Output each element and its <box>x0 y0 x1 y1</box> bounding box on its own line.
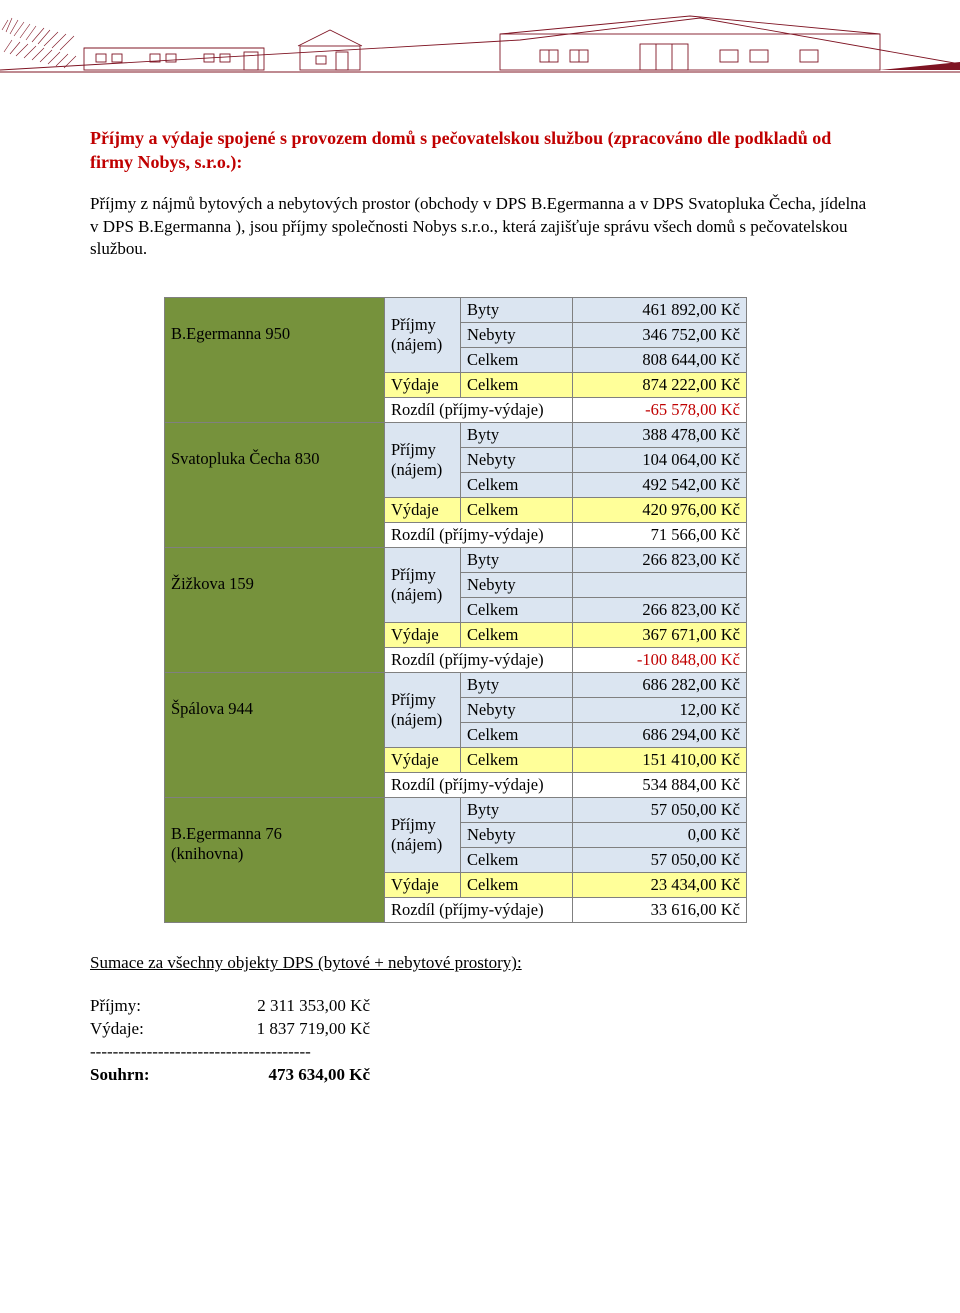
prijmy-label: Příjmy <box>391 565 436 584</box>
summary-separator: --------------------------------------- <box>90 1041 870 1064</box>
prijmy-celkem-value: 808 644,00 Kč <box>573 348 747 373</box>
location-cell: B.Egermanna 76(knihovna) <box>165 798 385 923</box>
location-cell: B.Egermanna 950 <box>165 298 385 423</box>
nebyty-label: Nebyty <box>461 323 573 348</box>
byty-value: 686 282,00 Kč <box>573 673 747 698</box>
rozdil-value: -65 578,00 Kč <box>573 398 747 423</box>
byty-value: 57 050,00 Kč <box>573 798 747 823</box>
byty-label: Byty <box>461 548 573 573</box>
byty-label: Byty <box>461 423 573 448</box>
byty-value: 461 892,00 Kč <box>573 298 747 323</box>
prijmy-label: Příjmy <box>391 815 436 834</box>
prijmy-label: Příjmy <box>391 440 436 459</box>
rozdil-value: 33 616,00 Kč <box>573 898 747 923</box>
summary-label: Příjmy: <box>90 995 210 1018</box>
summary-row-prijmy: Příjmy: 2 311 353,00 Kč <box>90 995 870 1018</box>
location-name: B.Egermanna 76 <box>171 824 282 843</box>
page-title: Příjmy a výdaje spojené s provozem domů … <box>90 126 870 175</box>
vydaje-celkem-label: Celkem <box>461 373 573 398</box>
nebyty-value <box>573 573 747 598</box>
prijmy-cell: Příjmy(nájem) <box>385 673 461 748</box>
prijmy-celkem-label: Celkem <box>461 598 573 623</box>
prijmy-celkem-label: Celkem <box>461 348 573 373</box>
prijmy-celkem-value: 686 294,00 Kč <box>573 723 747 748</box>
prijmy-cell: Příjmy(nájem) <box>385 298 461 373</box>
najem-label: (nájem) <box>391 335 442 354</box>
nebyty-label: Nebyty <box>461 823 573 848</box>
rozdil-value: -100 848,00 Kč <box>573 648 747 673</box>
vydaje-celkem-value: 874 222,00 Kč <box>573 373 747 398</box>
nebyty-label: Nebyty <box>461 573 573 598</box>
rozdil-label: Rozdíl (příjmy-výdaje) <box>385 773 573 798</box>
vydaje-celkem-value: 367 671,00 Kč <box>573 623 747 648</box>
prijmy-cell: Příjmy(nájem) <box>385 548 461 623</box>
najem-label: (nájem) <box>391 585 442 604</box>
rozdil-label: Rozdíl (příjmy-výdaje) <box>385 398 573 423</box>
prijmy-celkem-label: Celkem <box>461 473 573 498</box>
finance-table: B.Egermanna 950Příjmy(nájem)Byty461 892,… <box>164 297 747 923</box>
prijmy-celkem-value: 266 823,00 Kč <box>573 598 747 623</box>
page-content: Příjmy a výdaje spojené s provozem domů … <box>0 86 960 1107</box>
vydaje-celkem-label: Celkem <box>461 498 573 523</box>
rozdil-value: 534 884,00 Kč <box>573 773 747 798</box>
summary-row-total: Souhrn: 473 634,00 Kč <box>90 1064 870 1087</box>
vydaje-label: Výdaje <box>385 623 461 648</box>
summary-total-value: 473 634,00 Kč <box>210 1064 370 1087</box>
byty-label: Byty <box>461 298 573 323</box>
prijmy-label: Příjmy <box>391 690 436 709</box>
nebyty-value: 0,00 Kč <box>573 823 747 848</box>
location-name-sub: (knihovna) <box>171 844 243 863</box>
vydaje-celkem-value: 151 410,00 Kč <box>573 748 747 773</box>
prijmy-cell: Příjmy(nájem) <box>385 798 461 873</box>
nebyty-value: 12,00 Kč <box>573 698 747 723</box>
vydaje-celkem-value: 23 434,00 Kč <box>573 873 747 898</box>
rozdil-label: Rozdíl (příjmy-výdaje) <box>385 648 573 673</box>
najem-label: (nájem) <box>391 460 442 479</box>
intro-paragraph: Příjmy z nájmů bytových a nebytových pro… <box>90 193 870 262</box>
prijmy-celkem-label: Celkem <box>461 848 573 873</box>
nebyty-label: Nebyty <box>461 698 573 723</box>
byty-value: 388 478,00 Kč <box>573 423 747 448</box>
vydaje-label: Výdaje <box>385 373 461 398</box>
byty-label: Byty <box>461 673 573 698</box>
rozdil-label: Rozdíl (příjmy-výdaje) <box>385 898 573 923</box>
najem-label: (nájem) <box>391 835 442 854</box>
prijmy-cell: Příjmy(nájem) <box>385 423 461 498</box>
summary-value: 2 311 353,00 Kč <box>210 995 370 1018</box>
summary-value: 1 837 719,00 Kč <box>210 1018 370 1041</box>
byty-label: Byty <box>461 798 573 823</box>
vydaje-label: Výdaje <box>385 498 461 523</box>
location-cell: Špálova 944 <box>165 673 385 798</box>
prijmy-label: Příjmy <box>391 315 436 334</box>
location-cell: Žižkova 159 <box>165 548 385 673</box>
vydaje-label: Výdaje <box>385 873 461 898</box>
location-cell: Svatopluka Čecha 830 <box>165 423 385 548</box>
vydaje-celkem-label: Celkem <box>461 623 573 648</box>
nebyty-value: 104 064,00 Kč <box>573 448 747 473</box>
byty-value: 266 823,00 Kč <box>573 548 747 573</box>
summary-total-label: Souhrn: <box>90 1064 210 1087</box>
summary-block: Příjmy: 2 311 353,00 Kč Výdaje: 1 837 71… <box>90 995 870 1087</box>
vydaje-celkem-value: 420 976,00 Kč <box>573 498 747 523</box>
header-illustration <box>0 0 960 86</box>
prijmy-celkem-value: 57 050,00 Kč <box>573 848 747 873</box>
summary-title: Sumace za všechny objekty DPS (bytové + … <box>90 953 870 973</box>
summary-row-vydaje: Výdaje: 1 837 719,00 Kč <box>90 1018 870 1041</box>
prijmy-celkem-label: Celkem <box>461 723 573 748</box>
rozdil-value: 71 566,00 Kč <box>573 523 747 548</box>
najem-label: (nájem) <box>391 710 442 729</box>
vydaje-celkem-label: Celkem <box>461 873 573 898</box>
rozdil-label: Rozdíl (příjmy-výdaje) <box>385 523 573 548</box>
vydaje-label: Výdaje <box>385 748 461 773</box>
nebyty-label: Nebyty <box>461 448 573 473</box>
prijmy-celkem-value: 492 542,00 Kč <box>573 473 747 498</box>
nebyty-value: 346 752,00 Kč <box>573 323 747 348</box>
summary-label: Výdaje: <box>90 1018 210 1041</box>
vydaje-celkem-label: Celkem <box>461 748 573 773</box>
